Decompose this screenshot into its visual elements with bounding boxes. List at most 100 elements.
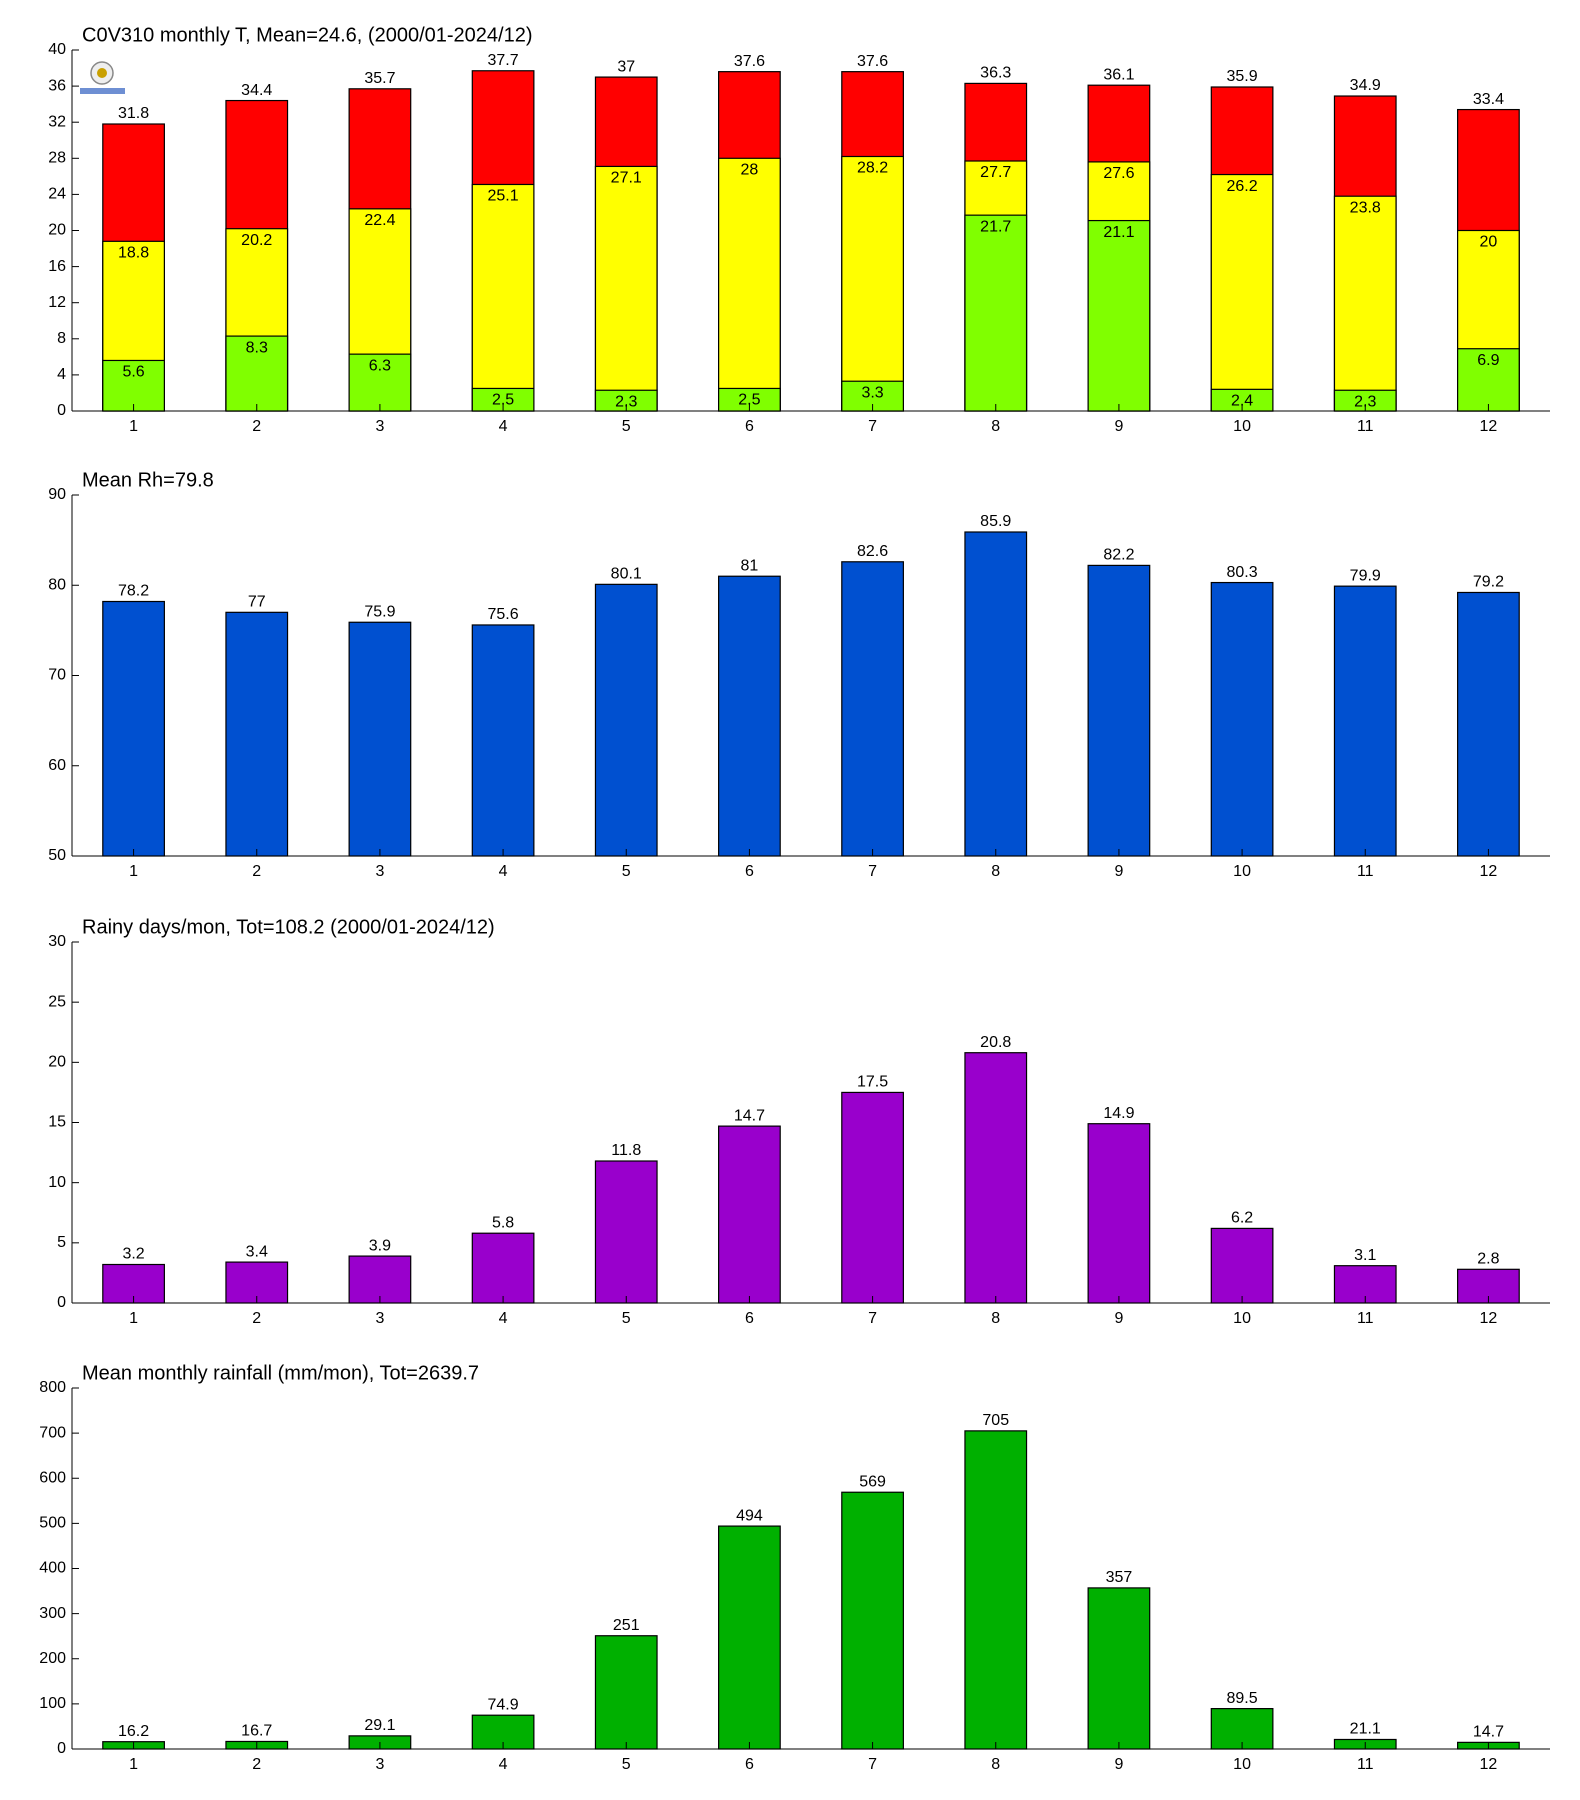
bar [1087,564,1151,857]
y-tick-label: 5 [57,1234,66,1251]
value-label: 26.2 [1227,178,1258,195]
bar [964,531,1028,857]
value-label: 36.1 [1103,66,1134,83]
x-tick-label: 6 [745,1310,754,1327]
bar [102,600,165,857]
bar [471,183,535,412]
x-tick-label: 5 [622,1756,631,1773]
value-label: 3.9 [369,1237,391,1254]
y-tick-label: 200 [39,1650,66,1667]
value-label: 22.4 [364,212,395,229]
value-label: 23.8 [1350,199,1381,216]
y-tick-label: 0 [57,1294,66,1311]
x-tick-label: 9 [1114,1310,1123,1327]
y-tick-label: 10 [48,1174,66,1191]
bar [471,1714,535,1750]
x-tick-label: 11 [1357,1310,1374,1327]
value-label: 20.8 [980,1034,1011,1051]
value-label: 28 [741,162,759,179]
value-label: 3.1 [1354,1247,1376,1264]
value-label: 27.1 [611,170,642,187]
x-tick-label: 4 [499,418,508,435]
value-label: 25.1 [488,188,519,205]
value-label: 37 [617,58,635,75]
value-label: 34.4 [241,82,272,99]
value-label: 27.7 [980,164,1011,181]
bar [718,1525,781,1750]
bar [1333,585,1397,857]
bar [225,611,289,857]
x-tick-label: 4 [499,1756,508,1773]
bar [594,165,658,412]
x-tick-label: 3 [375,1756,384,1773]
value-label: 21.1 [1350,1721,1381,1738]
logo [80,61,125,94]
y-tick-label: 300 [39,1605,66,1622]
value-label: 2.8 [1477,1251,1499,1268]
value-label: 16.7 [241,1723,272,1740]
value-label: 2.3 [615,393,637,410]
value-label: 85.9 [980,513,1011,530]
value-label: 20.2 [241,232,272,249]
y-tick-label: 28 [48,150,66,167]
y-tick-label: 25 [48,993,66,1010]
x-tick-label: 11 [1357,1756,1374,1773]
value-label: 21.7 [980,218,1011,235]
value-label: 2.5 [492,392,514,409]
x-tick-label: 2 [252,1310,261,1327]
x-tick-label: 1 [129,1310,138,1327]
chart-title: Mean Rh=79.8 [82,469,214,491]
bar [841,1091,904,1304]
x-tick-label: 10 [1233,1310,1251,1327]
value-label: 77 [248,594,266,611]
y-tick-label: 20 [48,222,66,239]
value-label: 2.5 [738,392,760,409]
value-label: 17.5 [857,1074,888,1091]
x-tick-label: 12 [1480,863,1498,880]
bar [841,1491,904,1750]
value-label: 11.8 [611,1142,641,1159]
value-label: 569 [859,1473,886,1490]
value-label: 5.6 [122,364,144,381]
value-label: 3.2 [122,1246,144,1263]
y-tick-label: 100 [39,1695,66,1712]
value-label: 29.1 [364,1717,395,1734]
y-tick-label: 400 [39,1560,66,1577]
y-tick-label: 60 [48,757,66,774]
y-tick-label: 36 [48,77,66,94]
value-label: 18.8 [118,245,149,262]
bar [964,1052,1028,1304]
value-label: 75.9 [364,603,395,620]
value-label: 2.3 [1354,393,1376,410]
x-tick-label: 2 [252,418,261,435]
bar [1087,1123,1151,1304]
bar [1333,195,1397,412]
value-label: 3.3 [861,384,883,401]
y-tick-label: 30 [48,933,66,950]
value-label: 251 [613,1617,640,1634]
value-label: 28.2 [857,160,888,177]
x-tick-label: 7 [868,1310,877,1327]
x-tick-label: 6 [745,863,754,880]
x-tick-label: 6 [745,418,754,435]
x-tick-label: 7 [868,863,877,880]
bar [1210,173,1274,412]
value-label: 27.6 [1103,165,1134,182]
x-tick-label: 10 [1233,1756,1251,1773]
y-tick-label: 32 [48,113,66,130]
bar [594,1635,658,1750]
y-tick-label: 800 [39,1379,66,1396]
value-label: 80.3 [1227,564,1258,581]
x-tick-label: 5 [622,1310,631,1327]
x-tick-label: 8 [991,1310,1000,1327]
x-tick-label: 10 [1233,863,1251,880]
y-tick-label: 8 [57,330,66,347]
bar [841,155,904,412]
bar [964,214,1028,412]
y-tick-label: 50 [48,847,66,864]
chart-title: Mean monthly rainfall (mm/mon), Tot=2639… [82,1362,479,1384]
x-tick-label: 3 [375,418,384,435]
bar [594,1160,658,1304]
